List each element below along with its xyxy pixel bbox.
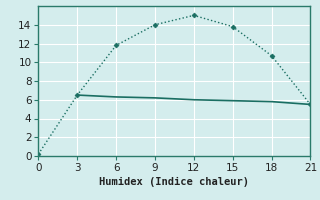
X-axis label: Humidex (Indice chaleur): Humidex (Indice chaleur) (100, 177, 249, 187)
